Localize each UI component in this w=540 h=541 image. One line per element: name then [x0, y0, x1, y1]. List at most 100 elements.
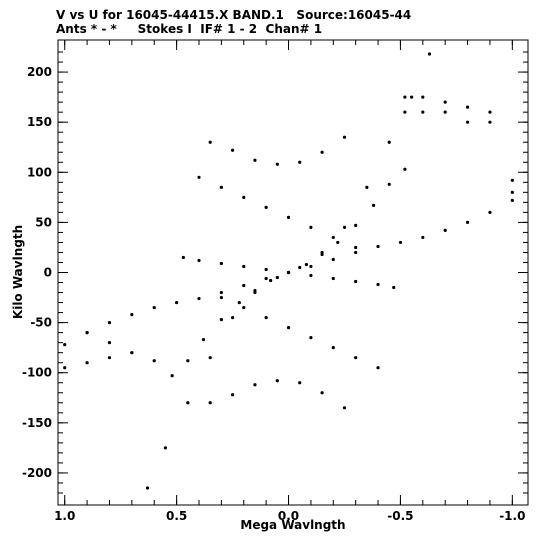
uv-point	[208, 401, 212, 405]
uv-point	[354, 223, 358, 227]
y-tick-label: 100	[27, 165, 52, 179]
uv-point	[219, 295, 223, 300]
uv-point	[342, 225, 347, 230]
uv-point	[264, 267, 268, 272]
uv-point	[376, 244, 380, 249]
plot-frame	[57, 39, 529, 506]
uv-point	[275, 379, 279, 383]
uv-point	[286, 326, 291, 330]
uv-point	[242, 195, 246, 199]
y-tick-label: 150	[27, 115, 52, 129]
axis-ticks	[58, 40, 528, 505]
uv-point	[85, 331, 89, 335]
uv-point	[387, 182, 391, 186]
data-points	[63, 52, 514, 490]
uv-point	[197, 175, 201, 179]
uv-point	[163, 446, 168, 450]
uv-point	[336, 240, 340, 245]
uv-point	[286, 270, 291, 275]
uv-point	[488, 110, 492, 114]
uv-point	[107, 341, 112, 345]
uv-point	[342, 406, 347, 410]
uv-point	[181, 255, 185, 260]
uv-point	[63, 366, 67, 370]
x-tick-label: -1.0	[499, 509, 525, 523]
uv-point	[465, 105, 470, 109]
uv-point	[275, 275, 279, 280]
uv-point	[309, 273, 313, 278]
y-tick-label: -200	[22, 466, 52, 480]
uv-point	[197, 258, 201, 263]
uv-point	[320, 391, 324, 395]
uv-point	[320, 250, 324, 255]
uv-point	[421, 235, 425, 240]
uv-point	[354, 279, 358, 284]
uv-point	[186, 359, 190, 363]
uv-point	[201, 338, 206, 342]
uv-point	[309, 264, 313, 269]
uv-point	[376, 282, 380, 287]
uv-point	[354, 356, 358, 360]
uv-point	[275, 162, 279, 166]
uv-point	[443, 110, 447, 114]
uv-point	[354, 245, 358, 250]
axis-tick-labels: 1.0 0.5 0.0 -0.5 -1.0 200 150 100 50 0 -50 -100 -150…	[22, 65, 525, 523]
uv-point	[403, 110, 407, 114]
uv-point	[186, 401, 190, 405]
uv-point	[342, 135, 347, 139]
uv-point	[421, 95, 425, 99]
x-axis-label: Mega Wavlngth	[240, 518, 345, 532]
x-tick-label: 0.5	[166, 509, 187, 523]
y-tick-label: -50	[30, 316, 52, 330]
uv-point	[443, 100, 447, 104]
uv-point	[387, 140, 391, 144]
uv-point	[145, 486, 150, 490]
uv-point	[130, 351, 134, 355]
uv-point	[237, 300, 241, 305]
uv-point	[410, 95, 414, 99]
y-tick-label: -100	[22, 366, 52, 380]
x-tick-label: 0.0	[278, 509, 299, 523]
uv-point	[488, 120, 492, 124]
uv-point	[304, 262, 309, 267]
uv-point	[242, 283, 246, 288]
uv-point	[403, 95, 407, 99]
plot-title-line2: Ants * - * Stokes I IF# 1 - 2 Chan# 1	[56, 22, 323, 36]
uv-point	[230, 315, 235, 320]
uv-point	[309, 225, 313, 230]
uv-point	[421, 110, 425, 114]
y-tick-label: 200	[27, 65, 52, 79]
uv-point	[208, 140, 212, 144]
uv-point	[175, 300, 179, 305]
uv-point	[130, 312, 134, 317]
y-tick-label: 50	[35, 215, 52, 229]
uv-point	[253, 290, 257, 295]
x-tick-label: 1.0	[54, 509, 75, 523]
uv-point	[320, 150, 324, 154]
uv-point	[465, 220, 470, 224]
uv-point	[392, 285, 396, 290]
uv-point	[170, 374, 174, 378]
uv-point	[264, 315, 268, 320]
y-axis-label: Kilo Wavlngth	[11, 225, 25, 319]
uv-point	[398, 240, 403, 245]
uv-point	[219, 185, 223, 189]
uv-point	[331, 276, 335, 281]
uv-point	[219, 261, 223, 266]
uv-point	[365, 185, 369, 189]
uv-point	[403, 167, 407, 171]
uv-point	[85, 361, 89, 365]
uv-point	[230, 393, 235, 397]
uv-point	[371, 203, 376, 207]
uv-point	[242, 264, 246, 269]
y-tick-label: 0	[44, 266, 52, 280]
uv-point	[376, 366, 380, 370]
uv-point	[242, 305, 246, 310]
y-tick-label: -150	[22, 416, 52, 430]
uv-point	[253, 158, 257, 162]
uv-point	[510, 198, 514, 202]
x-tick-label: -0.5	[387, 509, 413, 523]
uv-point	[443, 228, 447, 233]
uv-point	[219, 318, 223, 322]
